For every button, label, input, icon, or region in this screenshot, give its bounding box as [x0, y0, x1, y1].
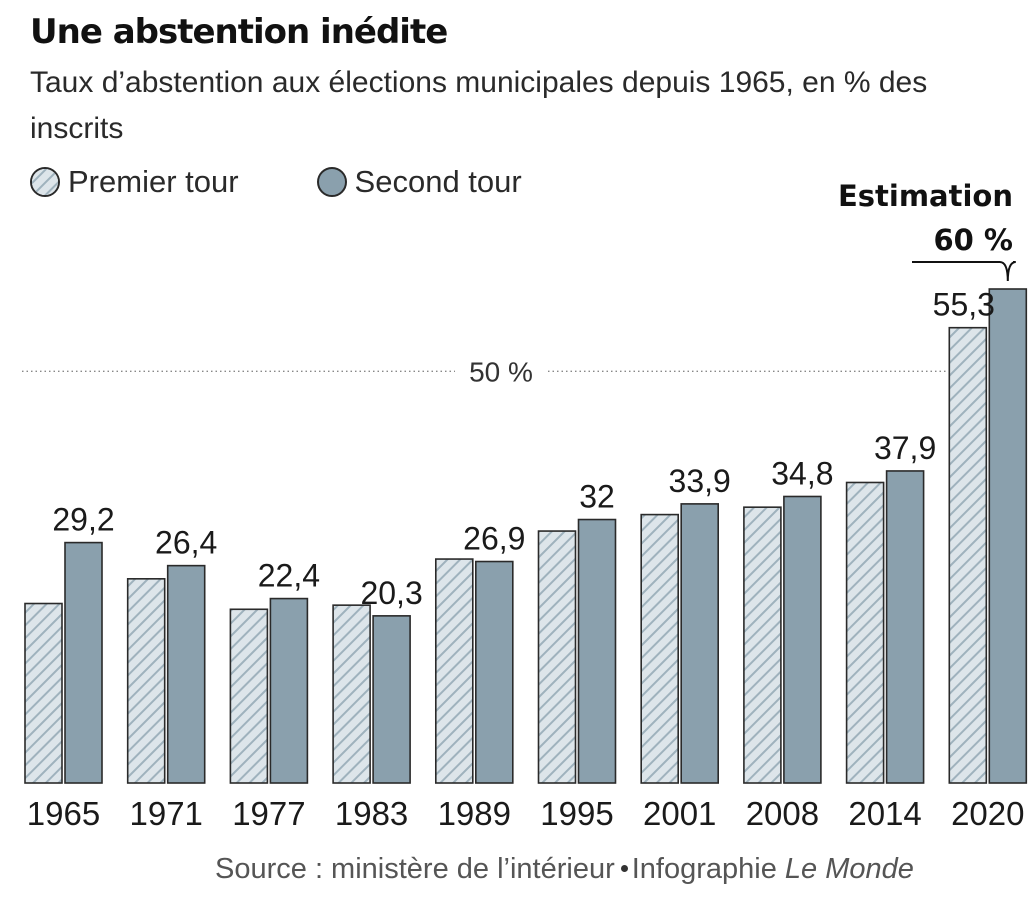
value-label-1971: 26,4: [155, 525, 217, 561]
value-label-2014: 37,9: [874, 430, 936, 466]
bar-chart: 50 % 29,2 26,4 22,4 20,3 26,9 32 33,9 34,8 37,9 5…: [22, 179, 1028, 832]
legend-swatch-hatched: [30, 167, 60, 197]
legend-swatch-solid: [316, 167, 347, 197]
chart-title: Une abstention inédite: [30, 12, 448, 52]
tick-label-1971: 1971: [129, 795, 202, 832]
value-label-1977: 22,4: [258, 558, 320, 594]
annotation-label: Estimation: [838, 179, 1013, 213]
tick-label-1983: 1983: [335, 795, 408, 832]
tick-label-2001: 2001: [643, 795, 716, 832]
source-credit: Source : ministère de l’intérieur Infogra…: [215, 853, 914, 886]
legend: Premier tour Second tour: [30, 160, 600, 204]
bar-first-round-1995: [537, 530, 577, 784]
bar-first-round-1989: [434, 558, 474, 784]
bar-second-round-1965: [64, 541, 103, 784]
bar-second-round-1983: [372, 615, 411, 784]
legend-label-second-round: Second tour: [354, 164, 522, 199]
credit-text: Infographie: [631, 853, 777, 885]
annotation-value: 60 %: [933, 223, 1013, 257]
bar-second-round-1977: [269, 597, 309, 784]
tick-label-1977: 1977: [232, 795, 305, 832]
bar-first-round-2008: [743, 506, 782, 784]
annotation-bracket: [912, 261, 1016, 282]
value-label-2020: 55,3: [933, 287, 995, 323]
bar-second-round-1971: [166, 564, 206, 784]
bar-second-round-2001: [680, 503, 720, 784]
bar-first-round-2001: [640, 513, 680, 784]
bar-first-round-2014: [845, 481, 885, 784]
bar-first-round-1977: [229, 608, 269, 784]
separator-dot: [620, 865, 628, 873]
bar-first-round-1983: [332, 604, 371, 784]
legend-item-first-round: Premier tour: [30, 164, 239, 200]
bar-second-round-2008: [783, 495, 822, 784]
legend-label-first-round: Premier tour: [68, 164, 239, 199]
value-label-2001: 33,9: [669, 463, 731, 499]
bar-first-round-1971: [126, 578, 166, 784]
chart-subtitle: Taux d’abstention aux élections municipa…: [30, 66, 928, 145]
tick-label-1989: 1989: [438, 795, 511, 832]
bar-second-round-1989: [474, 560, 514, 784]
value-label-1965: 29,2: [52, 502, 114, 538]
tick-label-2014: 2014: [848, 795, 921, 832]
bar-second-round-2020: [988, 288, 1028, 784]
reference-line-label: 50 %: [469, 356, 533, 387]
tick-label-1965: 1965: [27, 795, 100, 832]
source-text: Source : ministère de l’intérieur: [215, 853, 615, 885]
tick-label-2020: 2020: [951, 795, 1024, 832]
legend-item-second-round: Second tour: [316, 164, 522, 200]
tick-label-1995: 1995: [540, 795, 613, 832]
bar-first-round-1965: [24, 602, 63, 784]
bar-first-round-2020: [948, 326, 988, 784]
value-label-1983: 20,3: [360, 575, 422, 611]
value-label-1989: 26,9: [463, 521, 525, 557]
value-label-2008: 34,8: [771, 455, 833, 491]
value-label-1995: 32: [579, 479, 615, 515]
tick-label-2008: 2008: [746, 795, 819, 832]
brand-text: Le Monde: [784, 853, 914, 885]
bar-second-round-1995: [577, 518, 617, 784]
bar-second-round-2014: [885, 470, 925, 784]
